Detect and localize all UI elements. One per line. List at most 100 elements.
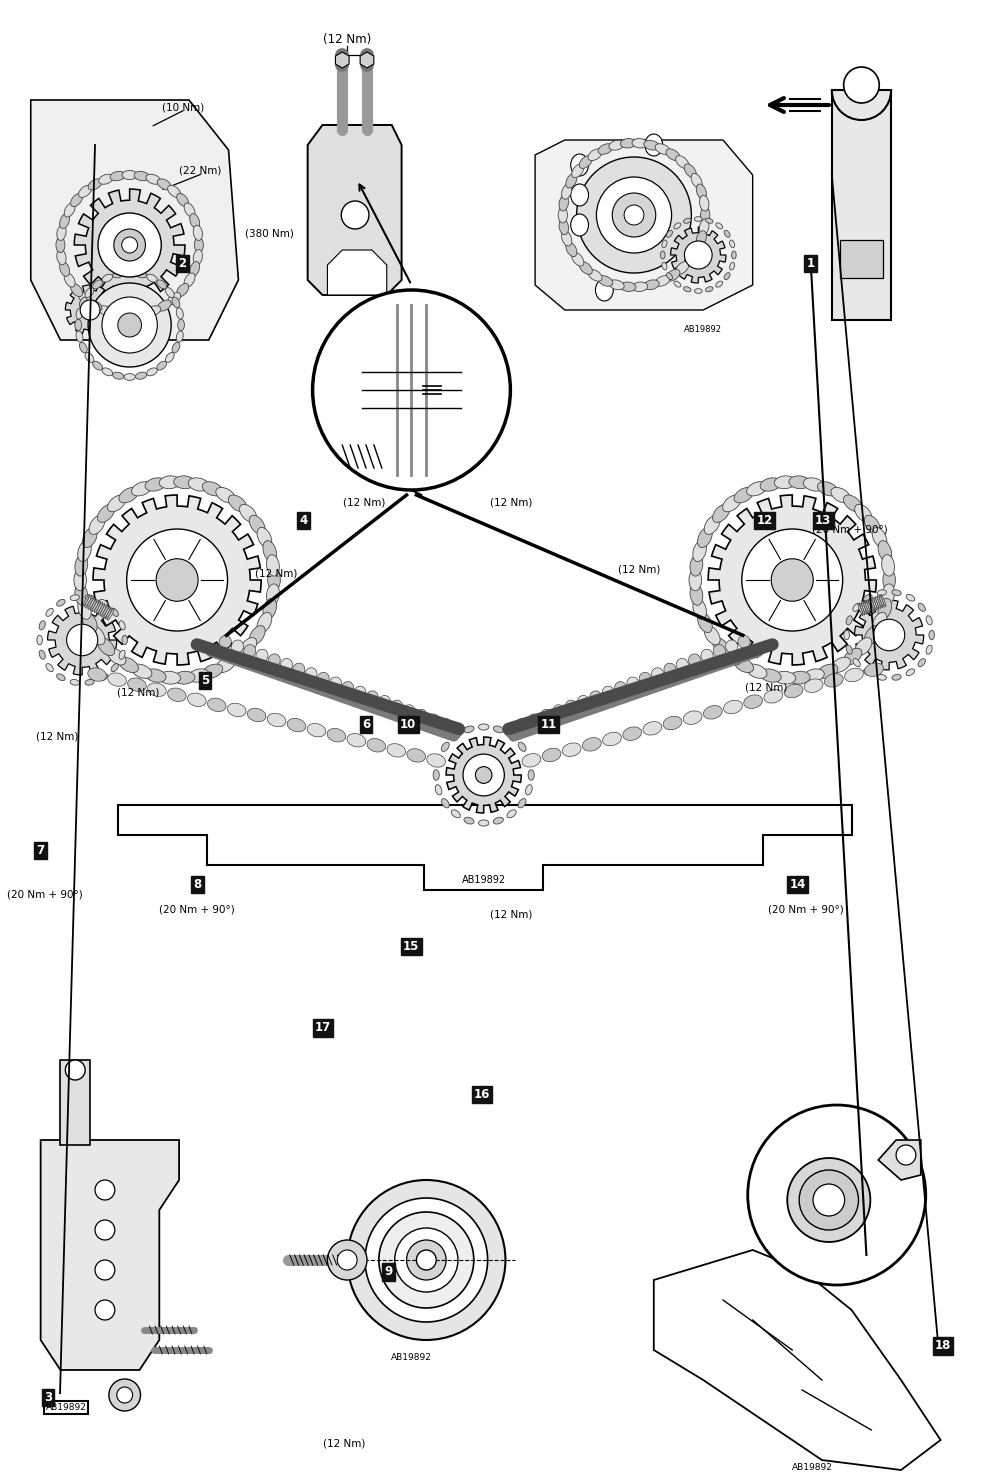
Ellipse shape [864,515,880,534]
Ellipse shape [148,683,167,697]
Ellipse shape [136,373,147,379]
Polygon shape [93,495,261,666]
Ellipse shape [263,599,277,620]
Ellipse shape [288,719,306,732]
Ellipse shape [696,183,706,200]
Ellipse shape [158,300,172,311]
Ellipse shape [189,213,199,228]
Ellipse shape [507,732,516,740]
Ellipse shape [526,756,532,765]
Ellipse shape [684,253,696,266]
Ellipse shape [615,682,627,695]
Ellipse shape [178,319,185,331]
Ellipse shape [88,300,102,311]
Circle shape [66,624,98,655]
Polygon shape [308,126,402,294]
Ellipse shape [189,262,199,277]
Ellipse shape [661,251,665,259]
Ellipse shape [89,515,105,534]
Ellipse shape [46,664,54,671]
Polygon shape [831,90,891,319]
Ellipse shape [216,488,235,503]
Ellipse shape [918,658,926,667]
Ellipse shape [655,143,670,154]
Ellipse shape [504,723,516,737]
Ellipse shape [147,274,158,282]
Ellipse shape [174,671,195,685]
Ellipse shape [157,280,167,288]
Ellipse shape [293,663,305,676]
Circle shape [95,1180,115,1199]
Ellipse shape [177,194,188,207]
Ellipse shape [722,495,741,512]
Ellipse shape [70,194,82,207]
Ellipse shape [85,679,94,685]
Ellipse shape [188,669,209,682]
Ellipse shape [177,331,184,342]
Ellipse shape [434,769,439,781]
Ellipse shape [734,657,754,673]
Ellipse shape [160,671,181,685]
Ellipse shape [89,626,105,645]
Ellipse shape [577,695,590,708]
Circle shape [114,229,146,260]
Ellipse shape [187,694,206,707]
Ellipse shape [100,605,106,615]
Ellipse shape [239,504,257,522]
Ellipse shape [561,231,571,246]
Ellipse shape [700,207,710,223]
Ellipse shape [627,677,639,689]
Ellipse shape [609,141,624,151]
Circle shape [417,1250,436,1270]
Ellipse shape [124,374,135,380]
Ellipse shape [166,352,175,362]
Ellipse shape [760,669,781,682]
Ellipse shape [76,308,83,319]
Ellipse shape [145,478,166,491]
Circle shape [596,177,672,253]
Text: 7: 7 [37,845,45,856]
Ellipse shape [97,504,115,522]
Circle shape [122,237,138,253]
Text: 4: 4 [300,515,308,527]
Ellipse shape [74,584,87,605]
Text: 2: 2 [179,257,186,269]
Ellipse shape [158,179,172,189]
Ellipse shape [725,640,738,652]
Ellipse shape [119,488,139,503]
Circle shape [813,1185,844,1216]
Ellipse shape [267,713,286,726]
Ellipse shape [228,495,247,512]
Text: (12 Nm): (12 Nm) [343,498,385,507]
Ellipse shape [526,785,532,794]
Ellipse shape [99,674,108,680]
Ellipse shape [249,515,265,534]
Ellipse shape [60,213,69,228]
Circle shape [347,1180,506,1340]
Ellipse shape [174,476,195,488]
Ellipse shape [256,649,268,663]
Ellipse shape [96,602,103,614]
Text: (12 Nm): (12 Nm) [36,732,78,741]
Text: (20 Nm + 90°): (20 Nm + 90°) [160,905,235,914]
Ellipse shape [281,658,293,671]
Ellipse shape [561,183,571,200]
Ellipse shape [817,482,838,495]
Ellipse shape [73,569,86,590]
Polygon shape [61,1060,90,1145]
Ellipse shape [378,695,391,708]
Ellipse shape [134,172,149,180]
Ellipse shape [927,615,932,624]
Ellipse shape [644,141,659,151]
Text: (12 Nm): (12 Nm) [323,34,371,46]
Ellipse shape [683,287,691,291]
Ellipse shape [645,135,663,155]
Ellipse shape [694,288,702,293]
Polygon shape [446,737,521,813]
Ellipse shape [185,203,195,217]
Ellipse shape [518,742,526,751]
Ellipse shape [730,262,735,271]
Ellipse shape [865,600,870,612]
Text: 1: 1 [806,257,814,269]
Ellipse shape [666,149,680,161]
